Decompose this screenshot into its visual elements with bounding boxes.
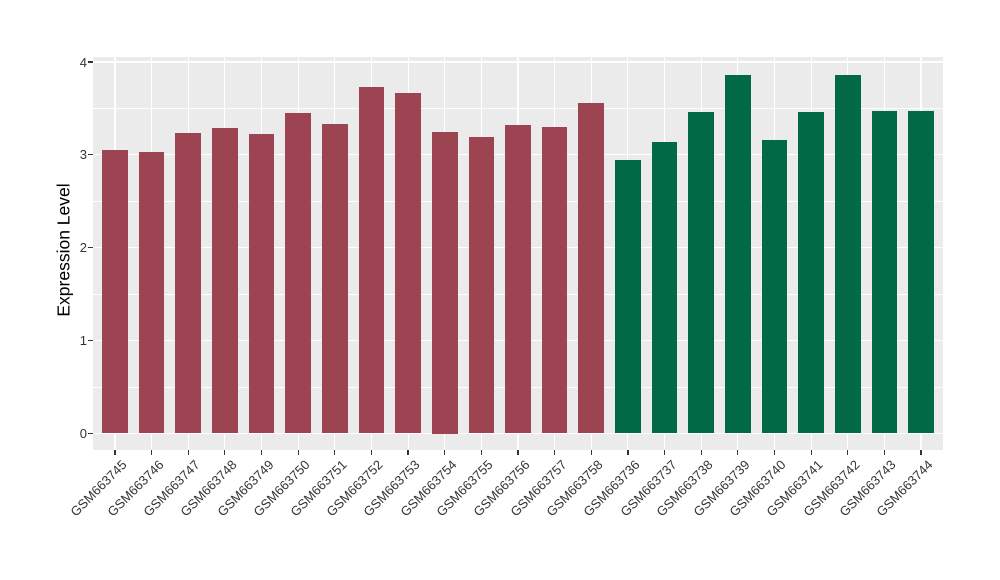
x-tick-mark [260, 450, 263, 455]
x-tick-mark [773, 450, 776, 455]
bar-GSM663736 [615, 159, 641, 434]
x-tick-mark [334, 450, 336, 455]
bar-GSM663750 [285, 113, 311, 434]
bar-GSM663756 [505, 125, 531, 434]
x-tick-mark [517, 450, 519, 455]
bar-GSM663757 [541, 127, 568, 434]
bar-GSM663737 [651, 141, 678, 434]
y-tick-label: 0 [79, 426, 87, 441]
x-tick-mark [627, 450, 629, 455]
gridline-minor [93, 108, 943, 109]
x-tick-mark [224, 450, 226, 455]
bar-GSM663746 [138, 152, 165, 434]
y-tick-mark [88, 432, 93, 435]
x-tick-mark [920, 450, 922, 455]
bar-GSM663740 [761, 140, 788, 434]
x-tick-mark [737, 450, 739, 455]
bar-GSM663742 [834, 75, 861, 434]
y-tick-mark [88, 61, 93, 63]
bar-GSM663745 [102, 150, 128, 434]
bar-GSM663755 [468, 137, 495, 434]
x-tick-mark [847, 450, 849, 455]
bar-GSM663748 [212, 127, 238, 434]
bar-GSM663752 [358, 87, 385, 434]
y-tick-mark [88, 154, 93, 156]
bar-GSM663753 [395, 92, 421, 434]
x-tick-mark [883, 450, 885, 455]
x-tick-mark [554, 450, 556, 455]
y-tick-mark [88, 247, 93, 249]
x-tick-mark [151, 450, 153, 455]
bar-GSM663749 [248, 134, 275, 434]
bar-GSM663758 [578, 102, 605, 434]
x-tick-mark [187, 450, 189, 455]
gridline-major [93, 61, 943, 63]
y-tick-label: 2 [79, 240, 87, 256]
x-tick-mark [370, 450, 373, 455]
y-tick-mark [88, 340, 93, 342]
y-tick-label: 3 [79, 147, 87, 163]
x-tick-mark [480, 450, 482, 455]
x-tick-mark [810, 450, 812, 455]
bar-GSM663744 [908, 111, 934, 434]
bar-GSM663743 [871, 111, 898, 434]
x-tick-mark [407, 450, 409, 455]
y-axis-title-text: Expression Level [53, 183, 74, 317]
x-tick-mark [444, 450, 446, 455]
plot-panel [93, 57, 943, 450]
gridline-major [93, 432, 943, 435]
x-tick-mark [590, 450, 592, 455]
bar-GSM663741 [798, 112, 824, 434]
x-tick-mark [663, 450, 666, 455]
bar-GSM663747 [175, 132, 202, 434]
x-tick-mark [700, 450, 702, 455]
y-tick-label: 1 [79, 333, 87, 349]
x-tick-mark [114, 450, 116, 455]
bar-GSM663754 [431, 131, 458, 434]
bar-GSM663751 [321, 124, 348, 434]
x-tick-mark [297, 450, 299, 455]
bar-GSM663738 [688, 112, 714, 434]
bar-GSM663739 [725, 75, 751, 434]
y-tick-label: 4 [79, 54, 87, 70]
